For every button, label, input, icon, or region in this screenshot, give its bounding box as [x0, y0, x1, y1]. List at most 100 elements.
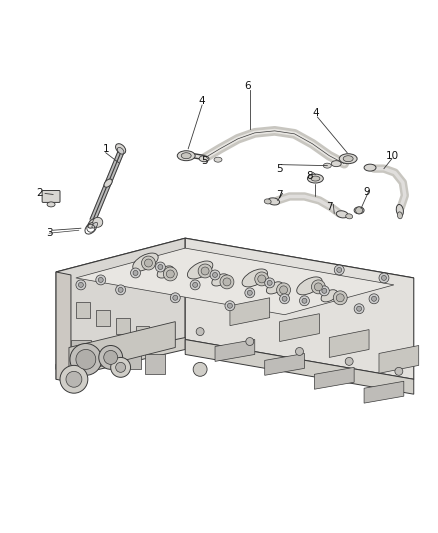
Ellipse shape: [133, 253, 158, 271]
Ellipse shape: [311, 176, 320, 181]
Polygon shape: [69, 321, 175, 374]
Circle shape: [145, 259, 152, 267]
Circle shape: [158, 264, 163, 270]
Ellipse shape: [343, 156, 353, 161]
Circle shape: [395, 367, 403, 375]
Polygon shape: [56, 337, 185, 379]
Circle shape: [78, 282, 83, 287]
Polygon shape: [314, 367, 354, 389]
Circle shape: [201, 267, 209, 275]
Circle shape: [190, 280, 200, 290]
Ellipse shape: [177, 151, 195, 160]
Polygon shape: [76, 302, 90, 318]
Text: 7: 7: [326, 203, 332, 212]
FancyBboxPatch shape: [42, 190, 60, 203]
Circle shape: [300, 296, 309, 306]
Polygon shape: [135, 326, 149, 342]
Circle shape: [98, 278, 103, 282]
Ellipse shape: [307, 174, 323, 183]
Polygon shape: [279, 314, 319, 342]
Circle shape: [354, 304, 364, 314]
Polygon shape: [230, 298, 270, 326]
Polygon shape: [56, 272, 71, 382]
Circle shape: [220, 275, 234, 289]
Ellipse shape: [297, 277, 322, 295]
Ellipse shape: [264, 199, 271, 204]
Ellipse shape: [266, 282, 283, 294]
Circle shape: [246, 337, 254, 345]
Ellipse shape: [331, 160, 341, 167]
Ellipse shape: [117, 148, 124, 154]
Ellipse shape: [88, 219, 98, 228]
Circle shape: [212, 272, 218, 278]
Text: 2: 2: [36, 189, 42, 198]
Ellipse shape: [354, 207, 364, 214]
Ellipse shape: [116, 144, 126, 154]
Ellipse shape: [268, 198, 279, 205]
Polygon shape: [56, 238, 185, 369]
Circle shape: [155, 262, 165, 272]
Polygon shape: [71, 340, 91, 359]
Circle shape: [277, 283, 290, 297]
Circle shape: [357, 306, 362, 311]
Polygon shape: [76, 248, 394, 314]
Polygon shape: [185, 340, 414, 394]
Ellipse shape: [339, 154, 357, 164]
Circle shape: [333, 291, 347, 305]
Circle shape: [193, 282, 198, 287]
Circle shape: [314, 283, 322, 291]
Polygon shape: [145, 354, 165, 374]
Polygon shape: [215, 340, 255, 361]
Circle shape: [265, 278, 275, 288]
Ellipse shape: [323, 163, 331, 168]
Text: 4: 4: [199, 96, 205, 106]
Text: 3: 3: [46, 228, 53, 238]
Circle shape: [96, 275, 106, 285]
Circle shape: [193, 362, 207, 376]
Ellipse shape: [212, 274, 228, 286]
Ellipse shape: [364, 164, 376, 171]
Circle shape: [225, 301, 235, 311]
Circle shape: [118, 287, 123, 292]
Text: 10: 10: [385, 151, 399, 161]
Polygon shape: [116, 318, 130, 334]
Ellipse shape: [396, 205, 403, 216]
Ellipse shape: [104, 179, 112, 187]
Ellipse shape: [397, 212, 403, 219]
Circle shape: [337, 268, 342, 272]
Ellipse shape: [157, 266, 173, 278]
Circle shape: [66, 372, 82, 387]
Circle shape: [245, 288, 255, 298]
Circle shape: [166, 270, 174, 278]
Circle shape: [223, 278, 231, 286]
Ellipse shape: [214, 157, 222, 162]
Polygon shape: [96, 310, 110, 326]
Text: 4: 4: [312, 108, 319, 118]
Ellipse shape: [187, 261, 213, 279]
Circle shape: [99, 345, 123, 369]
Circle shape: [76, 280, 86, 290]
Circle shape: [70, 343, 102, 375]
Polygon shape: [120, 350, 141, 369]
Ellipse shape: [321, 290, 338, 302]
Circle shape: [311, 280, 325, 294]
Circle shape: [141, 256, 155, 270]
Circle shape: [173, 295, 178, 300]
Ellipse shape: [92, 222, 98, 228]
Circle shape: [345, 358, 353, 365]
Circle shape: [76, 350, 96, 369]
Circle shape: [210, 270, 220, 280]
Polygon shape: [329, 329, 369, 358]
Polygon shape: [56, 238, 414, 312]
Ellipse shape: [346, 214, 353, 219]
Circle shape: [111, 358, 131, 377]
Circle shape: [196, 328, 204, 336]
Circle shape: [302, 298, 307, 303]
Text: 9: 9: [364, 188, 371, 197]
Circle shape: [104, 351, 118, 365]
Ellipse shape: [199, 156, 209, 161]
Text: 5: 5: [201, 156, 208, 166]
Text: 6: 6: [244, 81, 251, 91]
Circle shape: [60, 365, 88, 393]
Circle shape: [255, 272, 268, 286]
